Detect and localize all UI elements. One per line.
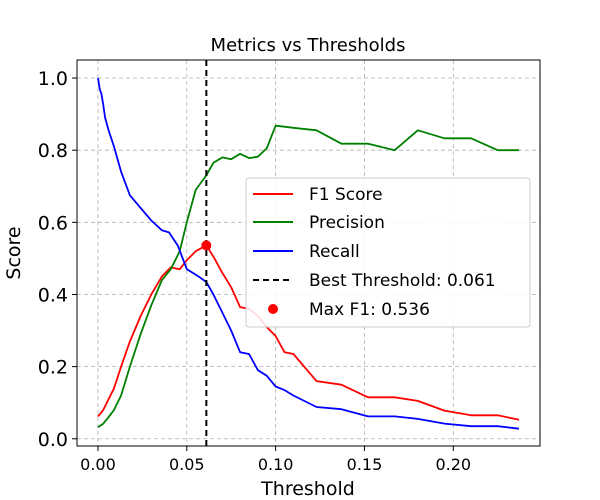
legend-label-f1-score: F1 Score [309, 185, 383, 205]
y-tick-label: 0.0 [38, 429, 68, 451]
series-line-f1-score [97, 244, 520, 421]
legend-label-recall: Recall [309, 242, 360, 262]
x-tick-label: 0.15 [347, 455, 383, 474]
x-tick-label: 0.05 [169, 455, 205, 474]
series-layer [97, 60, 520, 446]
x-tick-label: 0.20 [435, 455, 471, 474]
x-axis-label: Threshold [260, 478, 355, 500]
max-f1-point [201, 240, 212, 251]
series-line-recall [97, 77, 520, 430]
axis-ticks: 0.00 0.05 0.10 0.15 0.20 0.0 0.2 0.4 0.6 0.8 1.0 [38, 68, 471, 474]
x-tick-label: 0.00 [80, 455, 116, 474]
y-tick-label: 0.8 [38, 140, 68, 162]
plot-area-frame [76, 59, 541, 447]
legend-label-max-f1: Max F1: 0.536 [309, 300, 430, 320]
y-tick-label: 0.6 [38, 212, 68, 234]
y-tick-label: 0.4 [38, 284, 68, 306]
legend-swatch-max-f1 [268, 304, 278, 314]
y-axis-label: Score [3, 226, 25, 279]
chart-title: Metrics vs Thresholds [211, 35, 406, 56]
series-line-precision [97, 124, 519, 428]
legend-box [245, 177, 531, 328]
y-tick-label: 1.0 [38, 68, 68, 90]
y-tick-label: 0.2 [38, 357, 68, 379]
x-tick-label: 0.10 [258, 455, 294, 474]
legend: F1 Score Precision Recall Best Threshold… [245, 177, 531, 328]
legend-label-precision: Precision [309, 213, 385, 233]
legend-label-best-threshold: Best Threshold: 0.061 [309, 271, 496, 291]
